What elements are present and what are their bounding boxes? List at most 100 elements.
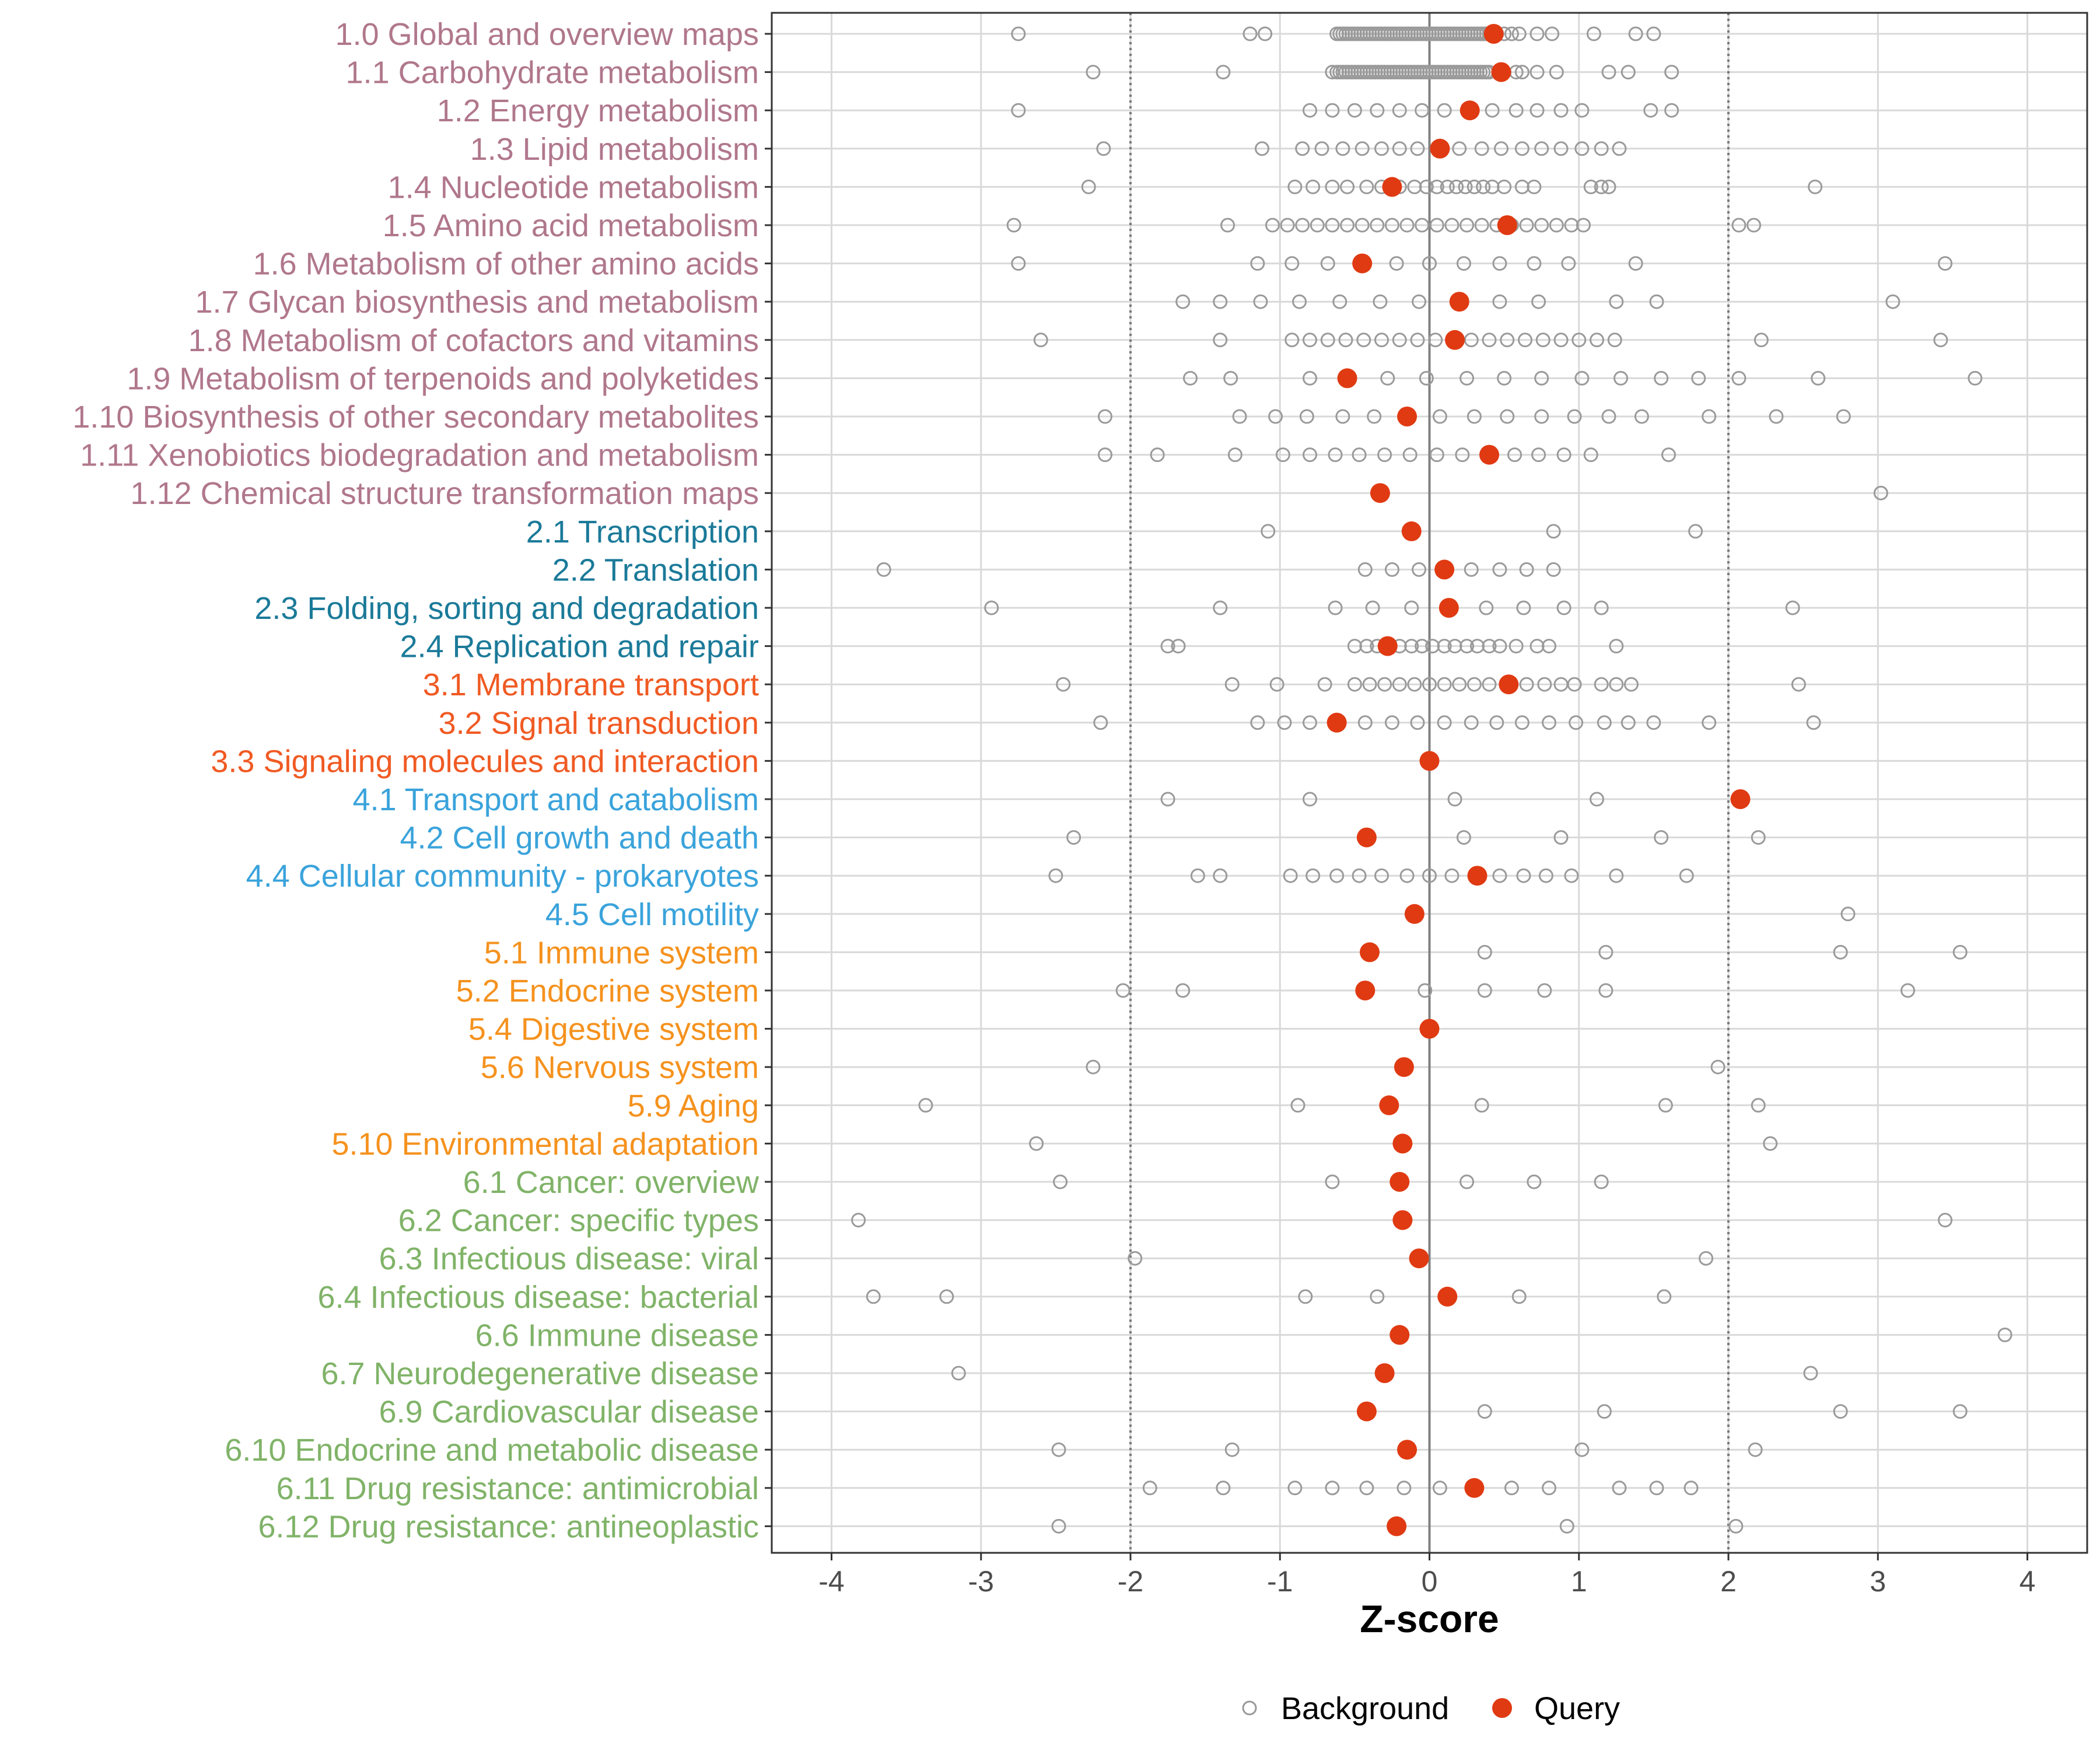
background-point (1384, 218, 1399, 233)
background-point (1444, 868, 1460, 883)
background-point (1516, 600, 1531, 615)
background-point (1415, 218, 1430, 233)
category-label: 5.10 Environmental adaptation (331, 1126, 759, 1161)
category-label: 6.6 Immune disease (475, 1318, 759, 1353)
x-tick-label: 3 (1870, 1565, 1886, 1598)
background-point (1053, 1174, 1068, 1189)
background-point (1011, 26, 1026, 41)
background-point (1213, 294, 1228, 309)
background-point (1359, 639, 1374, 654)
background-point (1664, 65, 1679, 80)
background-point (1412, 294, 1427, 309)
y-axis-ticks (765, 33, 772, 1527)
background-point (1422, 868, 1437, 883)
query-point (1394, 1057, 1414, 1077)
background-point (1572, 332, 1587, 348)
background-point (1492, 639, 1507, 654)
background-point (1340, 218, 1355, 233)
background-point (1216, 65, 1231, 80)
background-point (1367, 409, 1382, 424)
background-point (1530, 65, 1545, 80)
background-point (1763, 1136, 1778, 1151)
background-point (1728, 1518, 1744, 1534)
background-point (1115, 983, 1130, 998)
background-point (1428, 332, 1443, 348)
background-point (1396, 1480, 1412, 1496)
background-point (1586, 26, 1601, 41)
background-point (1325, 179, 1340, 194)
background-point (1542, 715, 1556, 730)
background-point (1432, 409, 1447, 424)
background-point (918, 1098, 933, 1113)
query-point (1404, 904, 1424, 924)
background-point (1320, 332, 1335, 348)
background-point (1731, 218, 1746, 233)
background-point (1594, 677, 1609, 692)
query-point (1464, 1478, 1485, 1498)
x-tick-label: -4 (818, 1565, 844, 1598)
background-point (1612, 141, 1627, 156)
background-point (1250, 715, 1265, 730)
query-point (1483, 24, 1504, 44)
background-point (1657, 1289, 1672, 1304)
background-point (1791, 677, 1806, 692)
category-label: 6.10 Endocrine and metabolic disease (225, 1433, 759, 1468)
query-point (1374, 1363, 1395, 1383)
background-point (1594, 600, 1609, 615)
background-point (1392, 141, 1407, 156)
background-point (1250, 256, 1265, 271)
background-point (1751, 1098, 1766, 1113)
background-point (1664, 103, 1679, 118)
background-point (1933, 332, 1948, 348)
background-point (1232, 409, 1247, 424)
query-point (1397, 407, 1418, 426)
background-point (1183, 370, 1198, 386)
background-point (1654, 370, 1669, 386)
background-point (1516, 868, 1531, 883)
query-point (1356, 1401, 1377, 1422)
background-point (1347, 677, 1362, 692)
background-point (1556, 447, 1572, 463)
background-point (1500, 409, 1515, 424)
background-point (1527, 179, 1542, 194)
background-point (1429, 218, 1444, 233)
legend-query-marker (1492, 1698, 1512, 1718)
x-tick-label: 0 (1422, 1565, 1438, 1598)
background-point (1419, 370, 1434, 386)
query-point (1434, 559, 1455, 580)
background-point (1569, 715, 1584, 730)
background-point (1601, 65, 1616, 80)
background-point (1455, 447, 1470, 463)
background-point (1474, 218, 1489, 233)
query-point (1419, 1019, 1440, 1039)
background-point (1873, 485, 1888, 501)
background-point (1553, 141, 1569, 156)
background-point (1497, 370, 1512, 386)
background-point (1160, 792, 1175, 807)
background-point (1527, 256, 1542, 271)
background-point (1514, 715, 1530, 730)
legend-background-marker (1242, 1700, 1257, 1716)
background-point (1597, 715, 1612, 730)
background-point (1392, 103, 1407, 118)
background-point (1628, 256, 1643, 271)
background-point (1422, 677, 1437, 692)
background-point (1429, 447, 1444, 463)
background-point (1303, 715, 1317, 730)
query-point (1352, 253, 1373, 274)
background-point (1404, 639, 1419, 654)
query-point (1390, 1172, 1410, 1192)
category-label: 2.4 Replication and repair (400, 629, 759, 664)
background-point (1224, 1442, 1240, 1457)
background-point (1688, 524, 1703, 539)
background-point (1601, 179, 1616, 194)
background-point (1482, 639, 1497, 654)
background-point (1553, 830, 1569, 845)
background-point (1609, 294, 1624, 309)
category-label: 4.1 Transport and catabolism (353, 782, 759, 817)
background-point (1597, 1404, 1612, 1419)
background-point (1803, 1366, 1818, 1381)
query-point (1438, 598, 1459, 618)
background-point (1374, 332, 1389, 348)
